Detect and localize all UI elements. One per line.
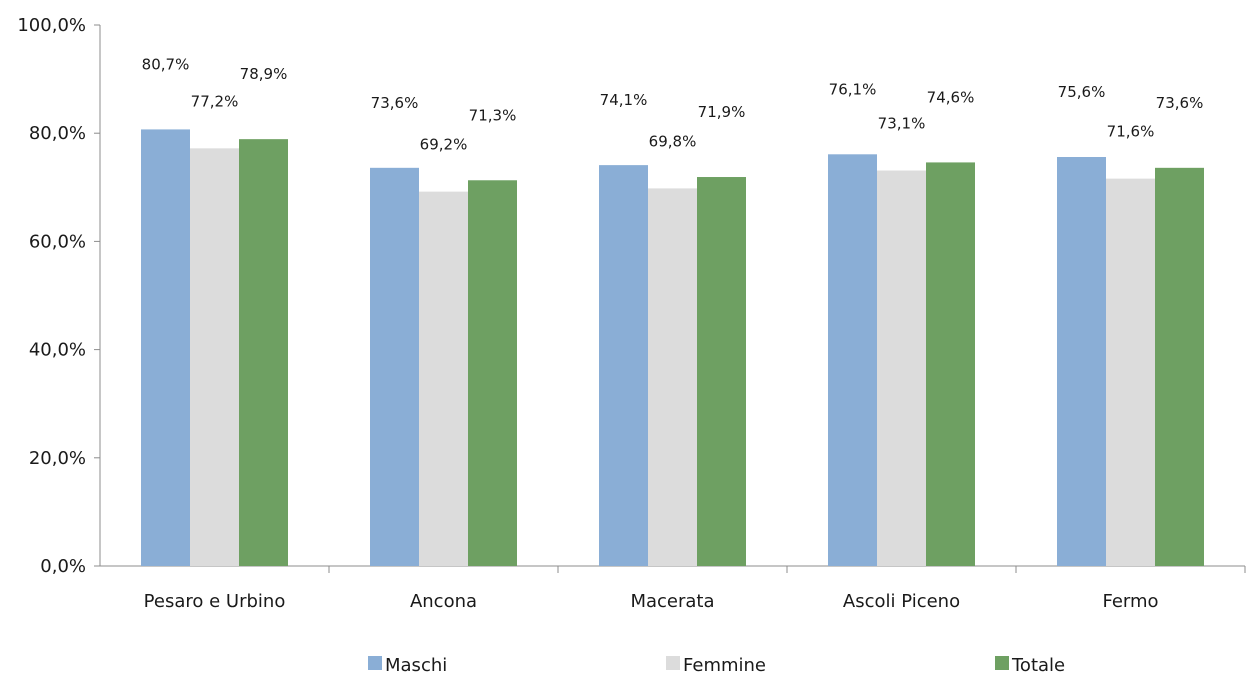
data-label: 69,2% (420, 136, 468, 154)
bar (419, 191, 468, 567)
bar (877, 170, 926, 567)
data-label: 80,7% (142, 55, 190, 73)
bar (370, 167, 419, 566)
data-label: 74,6% (927, 88, 975, 106)
bar (1106, 178, 1155, 567)
bar (468, 180, 517, 566)
data-label: 73,1% (878, 115, 926, 133)
bar (1057, 157, 1106, 566)
legend-swatch (368, 656, 382, 670)
data-label: 74,1% (600, 91, 648, 109)
bar (141, 129, 190, 566)
x-axis: Pesaro e Urbino Ancona Macerata Ascoli Pice… (100, 565, 1246, 612)
legend-label: Maschi (385, 655, 447, 675)
data-label: 69,8% (649, 132, 697, 150)
bar (239, 139, 288, 566)
y-tick-label: 0,0% (40, 556, 86, 577)
data-label: 77,2% (191, 92, 239, 110)
data-label: 71,6% (1107, 123, 1155, 141)
data-label: 75,6% (1058, 83, 1106, 101)
x-tick-label: Ancona (410, 591, 477, 612)
data-label: 76,1% (829, 80, 877, 98)
bars (141, 129, 1204, 567)
legend-label: Femmine (683, 655, 766, 675)
y-axis: 0,0% 20,0% 40,0% 60,0% 80,0% 100,0% (17, 15, 101, 577)
bar (599, 165, 648, 566)
legend-swatch (995, 656, 1009, 670)
y-tick-label: 100,0% (17, 15, 86, 36)
data-labels: 80,7% 73,6% 74,1% 76,1% 75,6% 77,2% 69,2% 69,8%… (142, 55, 1204, 153)
y-tick-label: 20,0% (29, 448, 86, 469)
y-tick-label: 60,0% (29, 231, 86, 252)
data-label: 71,3% (469, 106, 517, 124)
y-tick-label: 40,0% (29, 340, 86, 361)
bar (190, 148, 239, 566)
bar (697, 177, 746, 566)
legend: Maschi Femmine Totale (368, 655, 1065, 676)
data-label: 78,9% (240, 65, 288, 83)
bar (1155, 167, 1204, 566)
data-label: 73,6% (371, 94, 419, 112)
legend-label: Totale (1011, 655, 1065, 675)
x-tick-label: Macerata (630, 591, 714, 612)
y-tick-label: 80,0% (29, 123, 86, 144)
x-tick-label: Pesaro e Urbino (144, 591, 286, 612)
x-tick-label: Fermo (1102, 591, 1158, 612)
data-label: 73,6% (1156, 94, 1204, 112)
x-tick-label: Ascoli Piceno (843, 591, 960, 612)
bar (648, 188, 697, 566)
legend-swatch (666, 656, 680, 670)
bar (926, 162, 975, 566)
data-label: 71,9% (698, 103, 746, 121)
bar (828, 154, 877, 566)
